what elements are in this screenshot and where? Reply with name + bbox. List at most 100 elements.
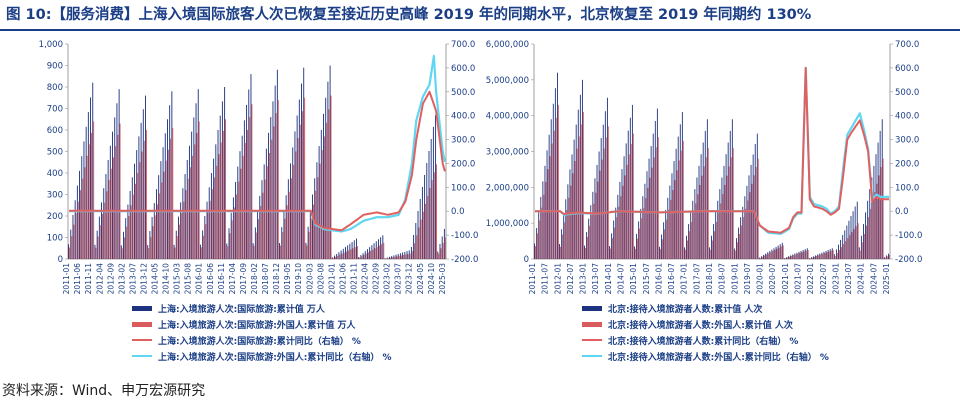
legend-swatch-foreign — [582, 321, 602, 327]
bar-total — [596, 164, 598, 259]
bar-foreign — [718, 212, 720, 259]
bar-total — [118, 89, 120, 260]
x-tick-label: 2011-11 — [84, 263, 93, 295]
bar-foreign — [770, 252, 772, 259]
bar-total — [838, 244, 839, 259]
bar-foreign — [878, 175, 880, 259]
bar-total — [883, 257, 885, 259]
bar-foreign — [130, 205, 132, 259]
bar-total — [294, 131, 296, 259]
bar-total — [840, 239, 842, 259]
bar-total — [408, 250, 410, 259]
bar-foreign — [376, 246, 378, 259]
bar-total — [559, 244, 560, 259]
bar-total — [380, 237, 382, 259]
bar-foreign — [71, 236, 73, 259]
x-tick-label: 2019-05 — [283, 263, 292, 295]
bar-foreign — [730, 157, 732, 259]
bar-foreign — [244, 142, 246, 259]
bar-total — [758, 257, 760, 259]
bar-foreign — [666, 219, 668, 259]
bar-total — [221, 101, 223, 259]
bar-total — [719, 189, 721, 259]
bar-total — [261, 180, 263, 259]
bar-total — [615, 207, 617, 259]
bar-total — [654, 121, 656, 260]
bar-total — [314, 178, 316, 259]
bar-foreign — [350, 249, 352, 259]
bar-foreign — [653, 157, 655, 259]
bar-total — [323, 113, 324, 259]
bar-foreign — [104, 202, 106, 259]
bar-foreign — [398, 255, 400, 259]
bar-foreign — [218, 154, 220, 259]
bar-total — [292, 147, 294, 259]
x-tick-label: 2022-09 — [372, 263, 381, 295]
bar-total — [736, 238, 737, 259]
bar-foreign — [788, 256, 790, 259]
bar-foreign — [609, 248, 611, 259]
bar-foreign — [77, 201, 79, 259]
bar-total — [158, 175, 160, 259]
bar-foreign — [343, 252, 345, 259]
legend-swatch-total-yoy — [582, 339, 602, 341]
bar-foreign — [95, 247, 97, 259]
bar-total — [733, 248, 735, 259]
bar-foreign — [824, 253, 826, 259]
bar-total — [441, 236, 443, 259]
bar-total — [796, 252, 798, 259]
bar-foreign — [734, 250, 736, 259]
bar-foreign — [387, 258, 389, 259]
right-axis-tick-label: 200.0 — [451, 159, 475, 169]
bar-total — [675, 148, 677, 259]
bar-total — [362, 253, 364, 259]
x-tick-label: 2018-02 — [250, 263, 259, 295]
bar-total — [219, 115, 221, 260]
bar-total — [371, 245, 373, 259]
bar-foreign — [82, 178, 84, 259]
x-tick-label: 2024-05 — [416, 263, 425, 295]
x-tick-label: 2012-09 — [106, 263, 115, 295]
bar-total — [679, 124, 681, 259]
bar-foreign — [668, 209, 670, 259]
bar-total — [419, 198, 421, 259]
bar-foreign — [93, 121, 95, 260]
bar-total — [318, 146, 320, 259]
bar-total — [140, 122, 142, 259]
bar-total — [698, 165, 700, 259]
legend-item-foreign: 北京:接待入境旅游者人数:外国人:累计值 人次 — [582, 316, 829, 332]
bar-foreign — [739, 233, 740, 259]
bar-foreign — [595, 192, 597, 259]
bar-total — [331, 257, 333, 259]
bar-foreign — [220, 142, 222, 259]
right-axis-tick-label: -100.0 — [895, 231, 922, 241]
left-axis-tick-label: 0 — [524, 255, 529, 265]
bar-total — [177, 216, 179, 259]
bar-foreign — [574, 161, 576, 259]
bar-total — [881, 119, 883, 259]
left-axis-tick-label: 100 — [47, 234, 63, 244]
bar-foreign — [876, 183, 878, 259]
legend-swatch-foreign-yoy — [582, 355, 602, 357]
bar-total — [817, 254, 819, 259]
bar-total — [567, 184, 569, 259]
bar-foreign — [870, 208, 872, 259]
bar-foreign — [345, 251, 347, 259]
bar-foreign — [634, 248, 636, 259]
bar-total — [783, 258, 785, 259]
bar-total — [646, 171, 648, 259]
right-axis-tick-label: 300.0 — [451, 136, 475, 146]
bar-total — [360, 255, 362, 259]
bar-total — [325, 97, 327, 259]
bar-foreign — [367, 252, 369, 259]
bar-total — [763, 254, 765, 259]
bar-total — [375, 241, 377, 259]
bar-total — [437, 251, 439, 259]
bar-foreign — [855, 226, 857, 259]
bar-total — [681, 112, 683, 259]
bar-foreign — [587, 236, 588, 259]
bar-total — [274, 85, 276, 259]
bar-total — [661, 234, 662, 259]
bar-total — [815, 255, 817, 259]
bar-foreign — [811, 257, 813, 259]
